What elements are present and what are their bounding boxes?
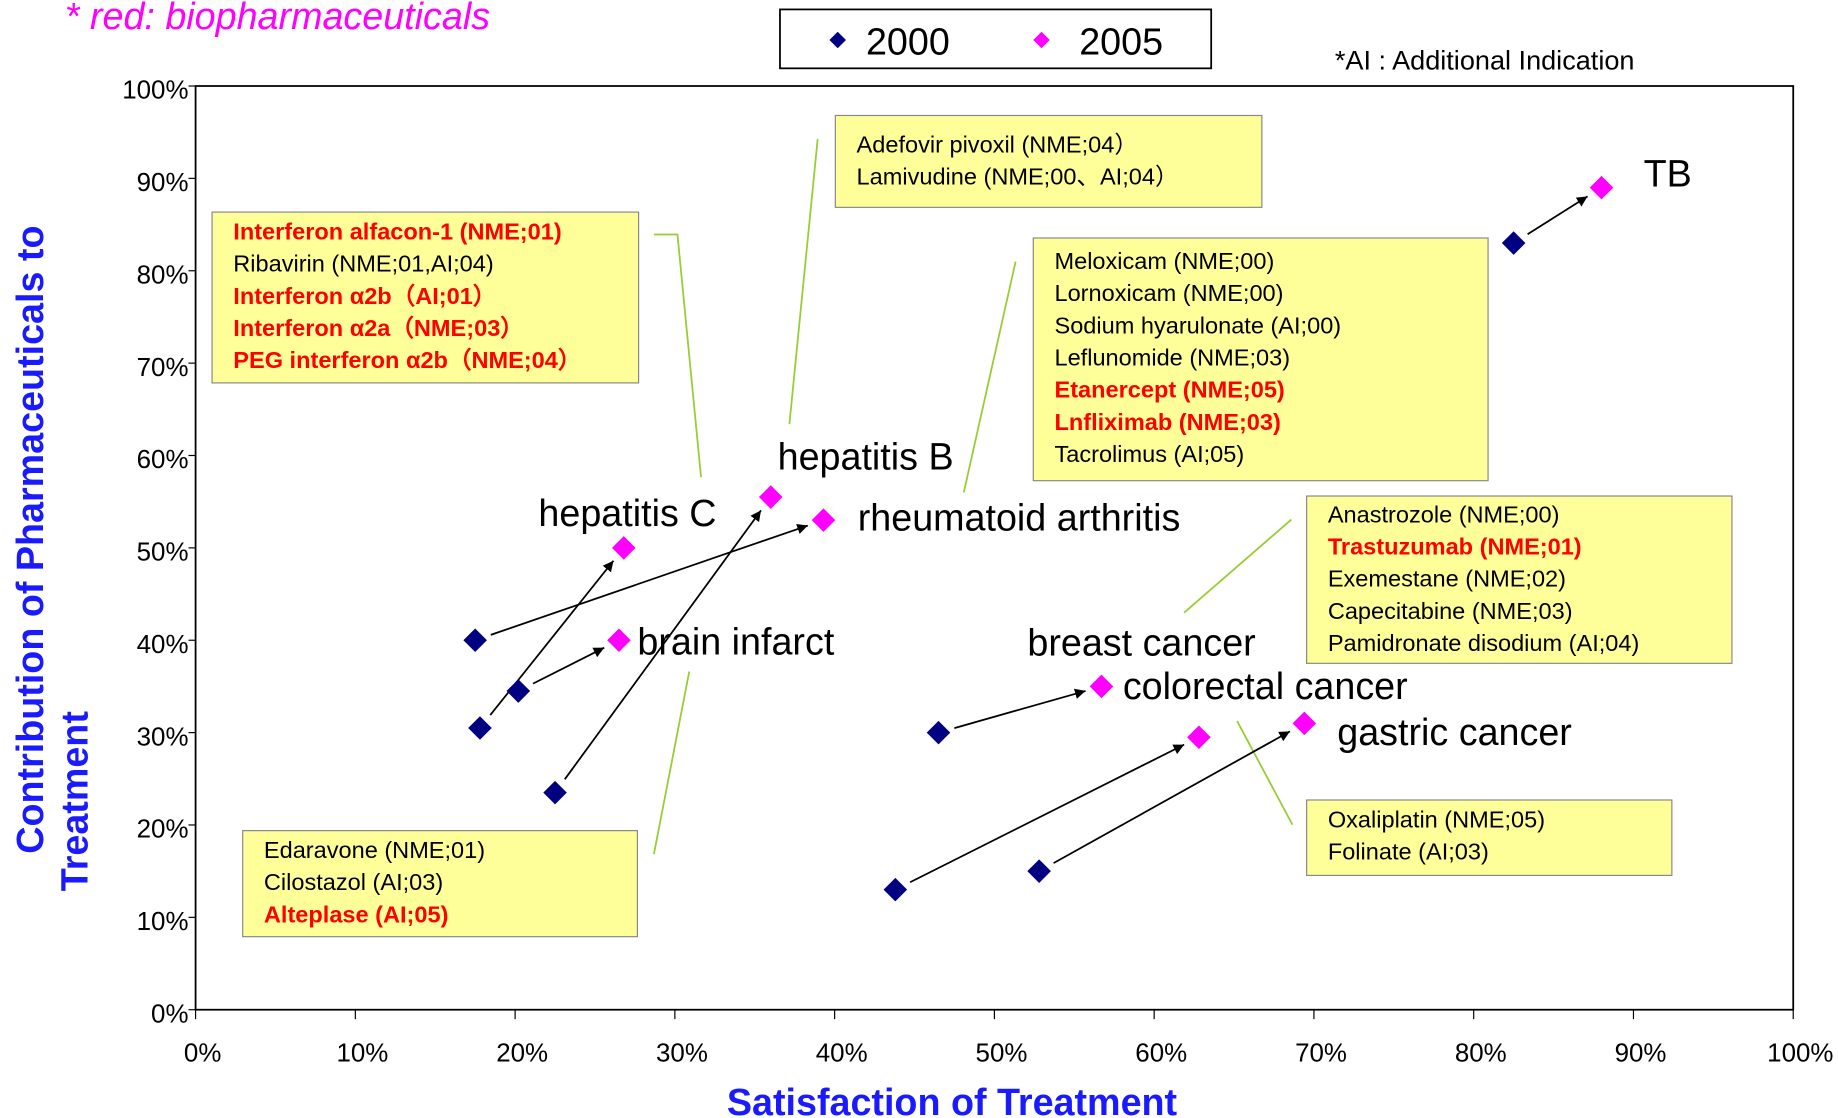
note-line: Interferon α2b（AI;01）	[233, 283, 496, 309]
point-label: hepatitis B	[778, 435, 954, 477]
point	[883, 877, 908, 902]
x-tick-label: 100%	[1767, 1039, 1833, 1067]
y-tick-label: 10%	[137, 908, 189, 936]
note-line: Etanercept (NME;05)	[1054, 377, 1284, 403]
arrow	[532, 646, 605, 685]
note-line: Sodium hyarulonate (AI;00)	[1054, 312, 1341, 338]
connector	[962, 261, 1017, 493]
point	[1292, 711, 1317, 736]
x-tick-label: 60%	[1135, 1039, 1187, 1067]
note-line: Oxaliplatin (NME;05)	[1328, 806, 1545, 832]
x-tick-label: 50%	[976, 1039, 1028, 1067]
note-line: Meloxicam (NME;00)	[1054, 248, 1274, 274]
x-tick-label: 70%	[1295, 1039, 1347, 1067]
point	[611, 536, 636, 560]
y-tick-label: 40%	[137, 631, 189, 659]
chart-title: * red: biopharmaceuticals	[65, 0, 490, 37]
y-tick-label: 30%	[137, 723, 189, 751]
note-line: Alteplase (AI;05)	[264, 901, 449, 927]
x-tick-label: 10%	[336, 1039, 388, 1067]
y-tick-label: 70%	[137, 354, 189, 382]
note-line: Anastrozole (NME;00)	[1328, 501, 1560, 527]
note-box	[211, 211, 640, 384]
note-line: Tacrolimus (AI;05)	[1054, 441, 1244, 467]
plot-root: * red: biopharmaceuticals *AI : Addition…	[9, 0, 1833, 1118]
note-line: Leflunomide (NME;03)	[1054, 344, 1290, 370]
x-tick-label: 0%	[184, 1039, 221, 1067]
y-tick-label: 60%	[137, 446, 189, 474]
point	[758, 485, 783, 509]
y-axis-label: Contribution of Pharmaceuticals to	[9, 226, 51, 854]
connector	[653, 233, 702, 478]
note: *AI : Additional Indication	[1335, 45, 1635, 76]
note-box	[834, 114, 1263, 208]
point	[506, 679, 531, 703]
arrow	[1053, 730, 1291, 864]
y-axis-label: Treatment	[54, 711, 96, 892]
point-label: gastric cancer	[1337, 711, 1572, 753]
connector	[788, 138, 819, 425]
note-line: Ribavirin (NME;01,AI;04)	[233, 251, 493, 277]
arrow	[490, 523, 809, 636]
x-tick-label: 80%	[1455, 1039, 1507, 1067]
point	[811, 508, 836, 532]
point-label: colorectal cancer	[1123, 665, 1408, 707]
note-line: Trastuzumab (NME;01)	[1328, 533, 1582, 559]
note-line: Cilostazol (AI;03)	[264, 869, 443, 895]
arrow	[1527, 195, 1589, 235]
y-tick-label: 100%	[122, 77, 188, 105]
note-line: Lnfliximab (NME;03)	[1054, 409, 1280, 435]
note-line: Folinate (AI;03)	[1328, 839, 1489, 865]
x-tick-label: 40%	[816, 1039, 868, 1067]
note-line: Interferon alfacon-1 (NME;01)	[233, 219, 561, 245]
point-label: breast cancer	[1027, 622, 1255, 664]
legend-box	[779, 8, 1213, 70]
point	[463, 628, 487, 653]
note-box	[1306, 799, 1673, 876]
note-line: Exemestane (NME;02)	[1328, 566, 1566, 592]
legend-label: 2000	[866, 21, 950, 63]
connector	[653, 671, 691, 855]
point	[1501, 231, 1526, 255]
y-tick-label: 80%	[137, 261, 189, 289]
arrow	[564, 509, 762, 780]
point	[1089, 674, 1114, 699]
point	[543, 780, 567, 805]
legend-label: 2005	[1079, 21, 1163, 63]
x-tick-label: 20%	[496, 1039, 548, 1067]
note-line: Edaravone (NME;01)	[264, 837, 485, 863]
point-label: brain infarct	[637, 620, 834, 662]
point-label: hepatitis C	[538, 492, 716, 534]
note-line: Adefovir pivoxil (NME;04）	[857, 131, 1138, 157]
y-tick-label: 50%	[137, 539, 189, 567]
point	[1187, 725, 1211, 750]
note-line: Lornoxicam (NME;00)	[1054, 280, 1283, 306]
note-box	[1306, 495, 1733, 664]
note-line: PEG interferon α2b（NME;04）	[233, 347, 581, 373]
note-box	[242, 830, 638, 938]
note-box	[1032, 237, 1489, 482]
arrow	[954, 688, 1086, 729]
note-line: Pamidronate disodium (AI;04)	[1328, 630, 1640, 656]
y-tick-label: 90%	[137, 169, 189, 197]
connector	[1236, 720, 1294, 826]
point	[607, 628, 631, 653]
note-line: Capecitabine (NME;03)	[1328, 598, 1573, 624]
x-tick-label: 90%	[1615, 1039, 1667, 1067]
y-tick-label: 0%	[151, 1000, 188, 1028]
note-line: Lamivudine (NME;00、AI;04）	[857, 163, 1179, 189]
arrow	[909, 743, 1185, 884]
point	[1027, 859, 1051, 883]
point-label: TB	[1644, 153, 1692, 195]
connector	[1183, 518, 1292, 614]
point-label: rheumatoid arthritis	[858, 497, 1181, 539]
note-line: Interferon α2a（NME;03）	[233, 315, 524, 341]
y-tick-label: 20%	[137, 816, 189, 844]
x-tick-label: 30%	[656, 1039, 708, 1067]
point	[1589, 175, 1614, 200]
point	[926, 720, 951, 745]
point	[468, 716, 492, 740]
x-axis-label: Satisfaction of Treatment	[727, 1081, 1178, 1118]
